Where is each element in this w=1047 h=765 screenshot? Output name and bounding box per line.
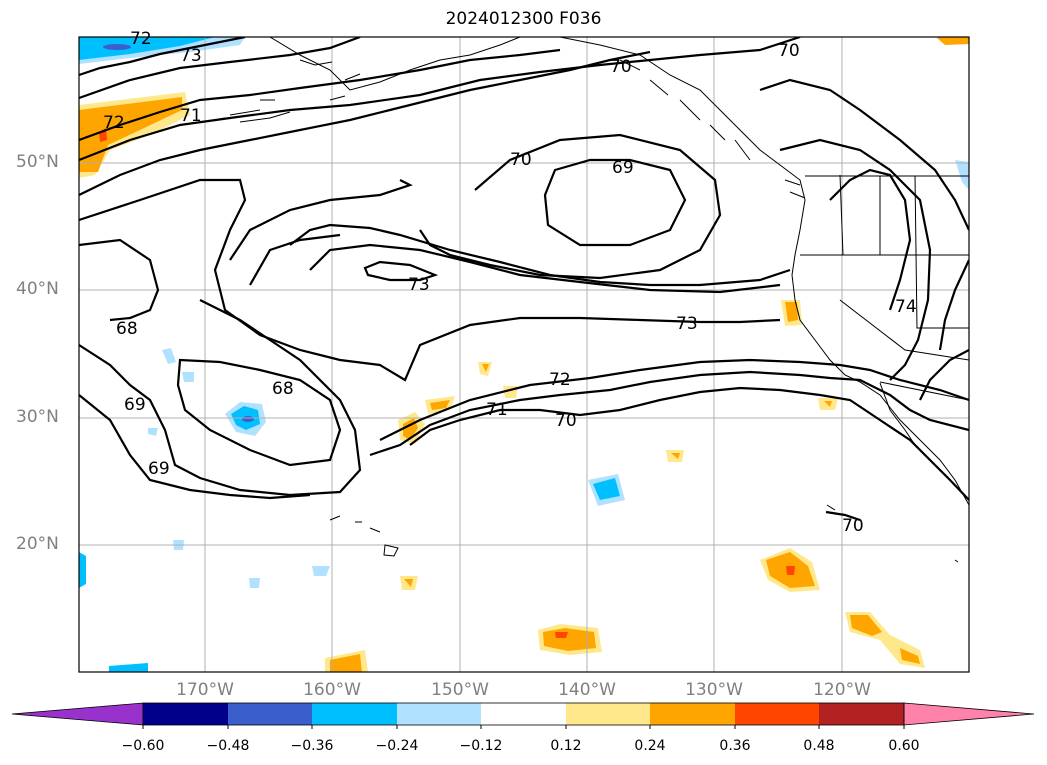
colorbar-tick-label: 0.48 (803, 738, 835, 754)
colorbar-tick-label: 0.12 (550, 738, 582, 754)
contour-label: 73 (180, 46, 202, 66)
plot-area (79, 37, 969, 672)
colorbar-segment (566, 703, 650, 725)
contour-labels: 72 73 70 70 70 72 71 69 73 73 68 69 68 6… (103, 29, 917, 536)
contour-label: 69 (148, 459, 170, 479)
contour-label: 72 (130, 29, 152, 49)
contour-lines (79, 37, 969, 522)
contour-label: 70 (555, 411, 577, 431)
contour-label: 74 (895, 297, 917, 317)
colorbar-segment (397, 703, 481, 725)
lon-label-130w: 130°W (685, 680, 743, 700)
contour-label: 69 (124, 395, 146, 415)
colorbar-tick-label: 0.24 (634, 738, 666, 754)
colorbar-extend-max (903, 702, 1035, 726)
lat-label-40n: 40°N (16, 279, 59, 299)
lon-label-120w: 120°W (813, 680, 871, 700)
colorbar-tick-label: −0.60 (121, 738, 165, 754)
lat-label-20n: 20°N (16, 534, 59, 554)
colorbar (11, 702, 1035, 729)
colorbar-segment (312, 703, 397, 725)
lat-label-30n: 30°N (16, 407, 59, 427)
lon-label-170w: 170°W (176, 680, 234, 700)
contour-label: 73 (408, 275, 430, 295)
contour-label: 71 (486, 400, 508, 420)
contour-label: 68 (272, 379, 294, 399)
colorbar-tick-label: −0.24 (375, 738, 419, 754)
gridlines (79, 37, 969, 672)
plot-frame (78, 36, 970, 673)
colorbar-segment (819, 703, 904, 725)
contour-label: 69 (612, 158, 634, 178)
colorbar-tick-label: −0.36 (290, 738, 334, 754)
colorbar-tick-label: −0.48 (206, 738, 250, 754)
colorbar-segment (735, 703, 819, 725)
colorbar-segment (143, 703, 228, 725)
colorbar-segment (650, 703, 735, 725)
contour-label: 70 (778, 41, 800, 61)
contour-label: 73 (676, 314, 698, 334)
colorbar-tick-label: 0.60 (888, 738, 920, 754)
lon-label-150w: 150°W (431, 680, 489, 700)
contour-label: 70 (610, 57, 632, 77)
colorbar-segment (481, 703, 566, 725)
lon-label-160w: 160°W (303, 680, 361, 700)
lat-label-50n: 50°N (16, 152, 59, 172)
colorbar-extend-min (11, 702, 144, 726)
contour-label: 70 (842, 516, 864, 536)
colorbar-tick-label: 0.36 (719, 738, 751, 754)
colorbar-tick-label: −0.12 (459, 738, 503, 754)
anomaly-shading (79, 37, 969, 672)
contour-label: 72 (103, 113, 125, 133)
colorbar-segment (228, 703, 312, 725)
lon-label-140w: 140°W (558, 680, 616, 700)
contour-label: 68 (116, 319, 138, 339)
map-title: 2024012300 F036 (445, 9, 602, 29)
contour-label: 71 (180, 106, 202, 126)
contour-label: 72 (549, 370, 571, 390)
contour-label: 70 (510, 150, 532, 170)
